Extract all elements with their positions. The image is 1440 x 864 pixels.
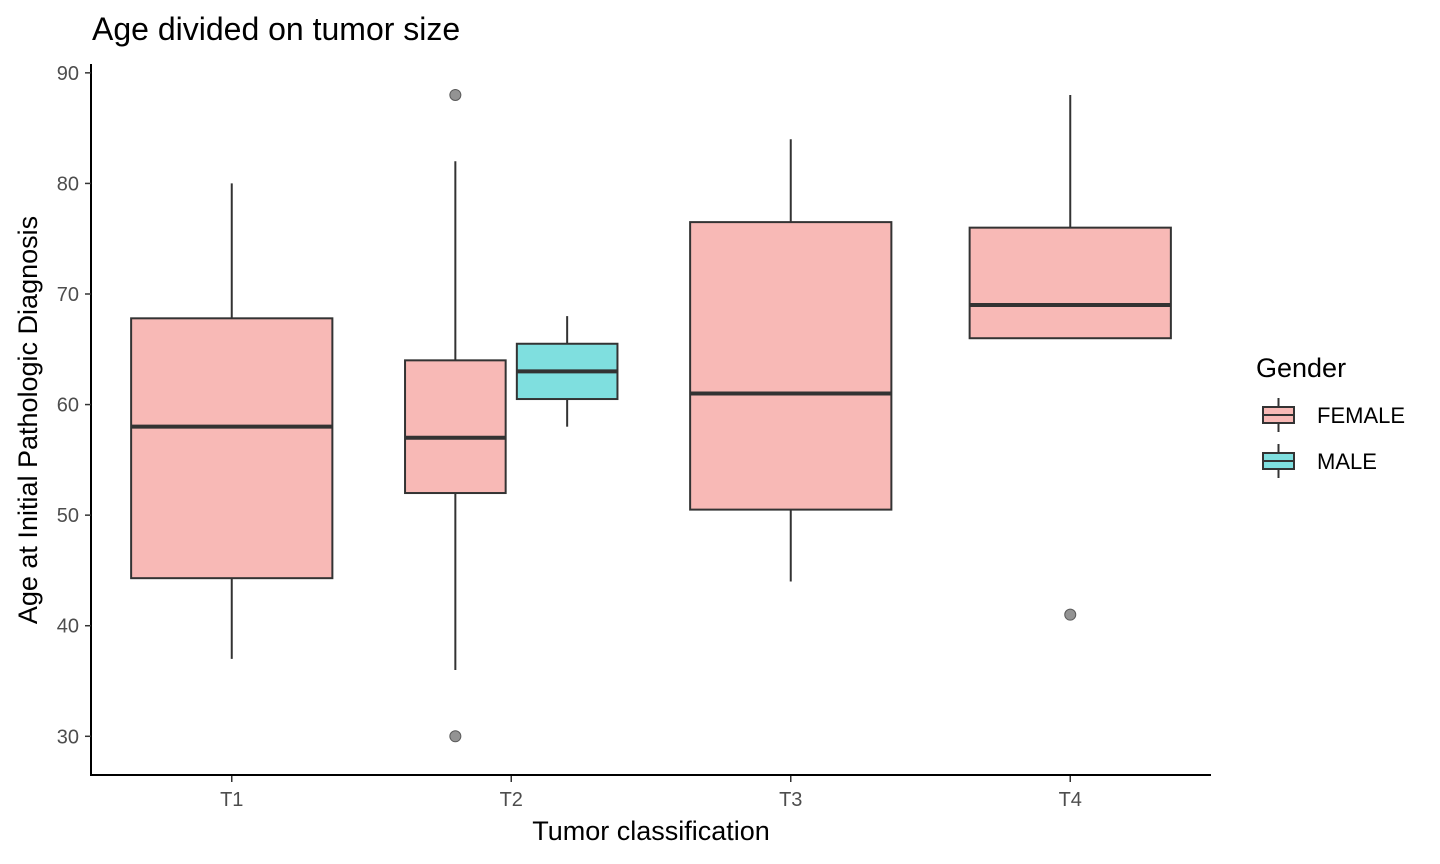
x-tick-label: T3	[779, 789, 802, 811]
y-axis-ticks: 30 40 50 60 70 80 90	[57, 63, 91, 748]
box-body	[130, 317, 334, 580]
legend-entry-male: MALE	[1262, 444, 1377, 478]
legend-title: Gender	[1256, 353, 1346, 383]
y-tick-label: 80	[57, 173, 79, 195]
y-tick-label: 50	[57, 505, 79, 527]
x-tick-label: T1	[220, 789, 243, 811]
plot-area	[130, 88, 1172, 743]
y-tick-label: 70	[57, 284, 79, 306]
x-tick-label: T4	[1059, 789, 1082, 811]
box-body	[689, 221, 893, 511]
y-tick-label: 30	[57, 726, 79, 748]
legend-entry-label: MALE	[1317, 449, 1377, 474]
outlier-point	[449, 730, 462, 743]
chart-title: Age divided on tumor size	[92, 11, 460, 47]
legend-entry-female: FEMALE	[1262, 398, 1405, 432]
y-axis-title: Age at Initial Pathologic Diagnosis	[13, 216, 43, 624]
y-tick-label: 90	[57, 63, 79, 85]
box-T2-female	[404, 88, 507, 743]
box-T2-male	[515, 316, 619, 427]
box-T1-female	[130, 183, 334, 659]
outlier-point	[1064, 608, 1077, 621]
y-tick-label: 60	[57, 395, 79, 417]
box-body	[968, 226, 1172, 340]
box-body	[404, 359, 507, 495]
x-tick-label: T2	[500, 789, 523, 811]
x-axis-ticks: T1 T2 T3 T4	[220, 776, 1082, 811]
box-T3-female	[689, 139, 893, 582]
x-axis-title: Tumor classification	[532, 816, 770, 846]
legend: Gender FEMALE MALE	[1256, 353, 1405, 478]
y-tick-label: 40	[57, 616, 79, 638]
box-T4-female	[968, 94, 1172, 621]
outlier-point	[449, 88, 462, 101]
legend-entry-label: FEMALE	[1317, 403, 1405, 428]
legend-entries: FEMALE MALE	[1262, 398, 1405, 478]
